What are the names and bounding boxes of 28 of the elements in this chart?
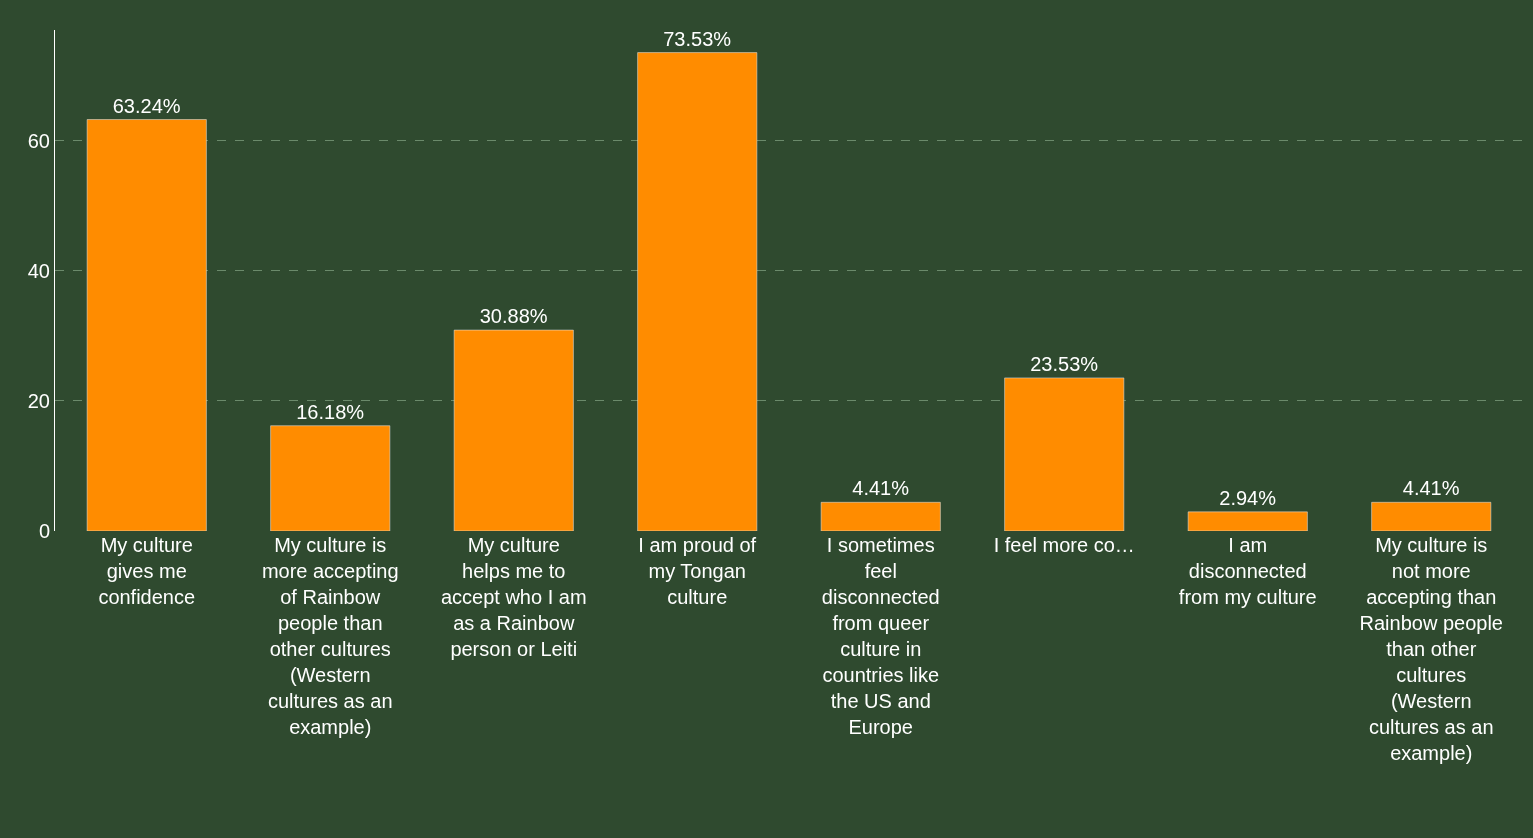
x-tick-label: I sometimes feel disconnected from queer culture in countries like the US and Europe: [821, 534, 940, 738]
data-label: 73.53%: [663, 27, 732, 50]
x-tick-label: My culture is more accepting of Rainbow people than other cultures (Western cultures as an example): [261, 534, 399, 738]
x-tick-label: I am disconnected from my culture: [1178, 534, 1317, 608]
bar: [86, 119, 207, 531]
data-label: 23.53%: [1030, 352, 1099, 375]
data-label: 30.88%: [479, 305, 548, 328]
data-label: 63.24%: [112, 94, 181, 117]
y-tick-label: 20: [27, 389, 50, 412]
bar: [270, 425, 391, 531]
y-tick-label: 60: [27, 129, 50, 152]
data-label: 2.94%: [1219, 486, 1277, 509]
bar: [1371, 502, 1492, 531]
x-tick-label: My culture helps me to accept who I am as a Rainbow person or Leiti: [440, 534, 587, 660]
x-tick-label: My culture gives me confidence: [98, 534, 196, 608]
x-tick-label: I am proud of my Tongan culture: [638, 534, 757, 608]
y-tick-label: 0: [38, 520, 50, 542]
bar: [453, 329, 574, 531]
data-label: 4.41%: [852, 477, 910, 500]
bar: [637, 52, 758, 531]
bar: [820, 502, 941, 531]
data-label: 16.18%: [296, 400, 365, 423]
data-label: 4.41%: [1402, 477, 1460, 500]
bar: [1004, 377, 1125, 531]
bar: [1187, 511, 1308, 531]
y-tick-label: 40: [27, 259, 50, 282]
category-label: My culture is not more accepting than Rainbow people than other cultures (Western cultures as an example): [1359, 534, 1503, 764]
x-tick-label: I feel more co…: [993, 534, 1135, 556]
